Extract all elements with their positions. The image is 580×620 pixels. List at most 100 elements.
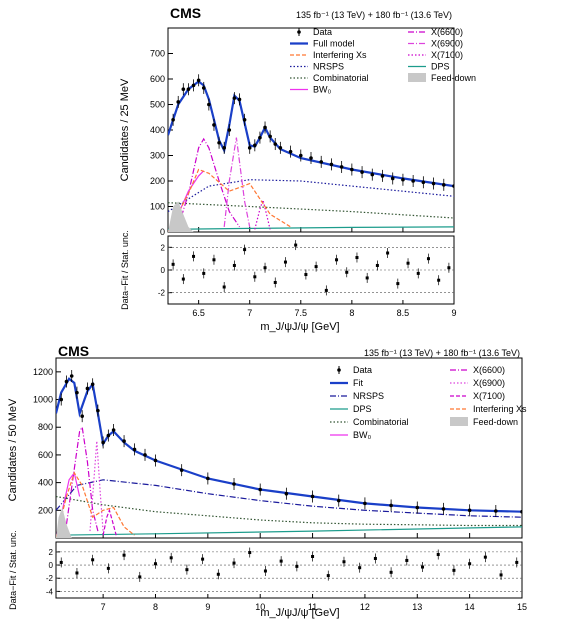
ratio-y-tick-label: 2 — [161, 243, 166, 252]
ratio-point — [263, 569, 267, 573]
ratio-y-tick-label: -4 — [46, 587, 54, 596]
data-point — [232, 96, 237, 100]
ratio-point — [122, 553, 126, 557]
ratio-point — [515, 560, 519, 564]
lumi-label: 135 fb⁻¹ (13 TeV) + 180 fb⁻¹ (13.6 TeV) — [364, 348, 520, 358]
ratio-point — [468, 562, 472, 566]
data-point — [222, 146, 226, 150]
data-point — [319, 160, 324, 164]
series-feed-down-area — [56, 507, 72, 538]
series-x-6900-line — [223, 137, 251, 228]
data-point — [75, 390, 79, 395]
ratio-point — [222, 285, 226, 289]
data-point — [90, 382, 95, 387]
legend-label-bw: BW₀ — [313, 85, 331, 95]
legend-label-combinatorial: Combinatorial — [313, 73, 369, 83]
ratio-y-tick-label: -2 — [158, 289, 166, 298]
data-points — [171, 74, 454, 193]
x-tick-label: 10 — [255, 602, 265, 612]
legend-swatch-feed-down — [408, 73, 426, 82]
data-point — [101, 440, 105, 445]
curves — [56, 377, 522, 538]
ratio-point — [405, 558, 409, 562]
legend-label-interfering-xs: Interfering Xs — [313, 50, 367, 60]
x-axis-label: m_J/ψJ/ψ [GeV] — [260, 321, 339, 333]
data-point — [232, 482, 236, 486]
series-nrsps-line — [168, 179, 454, 213]
x-tick-label: 8.5 — [397, 308, 410, 318]
data-point — [201, 86, 206, 90]
y-tick-label: 600 — [150, 74, 165, 84]
y-tick-label: 500 — [150, 100, 165, 110]
data-point — [212, 123, 216, 127]
ratio-y-axis-label: Data−Fit / Stat. unc. — [120, 230, 130, 310]
ratio-point — [253, 275, 257, 279]
data-point — [176, 100, 181, 104]
data-point — [284, 491, 289, 496]
data-point — [441, 183, 446, 187]
y-tick-label: 100 — [150, 202, 165, 212]
ratio-point — [263, 266, 267, 270]
data-point — [415, 505, 420, 510]
data-point — [258, 487, 263, 492]
ratio-point — [75, 571, 79, 575]
ratio-point — [192, 254, 196, 258]
ratio-point — [499, 573, 503, 577]
data-point — [227, 128, 232, 132]
data-point — [207, 102, 211, 107]
data-point — [401, 177, 405, 182]
x-tick-label: 8 — [349, 308, 354, 318]
data-point — [441, 507, 446, 511]
data-point — [411, 179, 415, 183]
data-point — [69, 374, 74, 378]
data-point — [494, 509, 498, 513]
data-point — [363, 501, 367, 506]
legend-swatch-data-point — [337, 368, 341, 372]
data-point — [310, 494, 315, 499]
data-point — [237, 97, 242, 102]
data-point — [298, 153, 303, 158]
experiment-label: CMS — [170, 5, 201, 21]
x-tick-label: 15 — [517, 602, 527, 612]
data-point — [309, 156, 313, 160]
legend-label-x-6900: X(6900) — [473, 378, 505, 388]
x-axis-label: m_J/ψJ/ψ [GeV] — [260, 607, 339, 619]
series-x-6900-line — [89, 441, 104, 532]
ratio-point — [91, 558, 95, 562]
ratio-point — [447, 266, 451, 270]
x-tick-label: 9 — [205, 602, 210, 612]
ratio-y-tick-label: 0 — [49, 561, 54, 570]
ratio-y-tick-label: -2 — [46, 574, 54, 583]
y-tick-label: 400 — [150, 125, 165, 135]
ratio-point — [365, 276, 369, 280]
y-tick-label: 0 — [160, 227, 165, 237]
ratio-point — [295, 564, 299, 568]
x-tick-label: 6.5 — [192, 308, 205, 318]
data-point — [329, 162, 334, 167]
ratio-point — [421, 565, 425, 569]
series-x-6600-line — [65, 425, 99, 532]
x-tick-label: 11 — [308, 602, 317, 612]
data-point — [339, 165, 344, 169]
main-frame — [55, 357, 523, 539]
data-point — [217, 140, 221, 145]
ratio-point — [216, 572, 220, 576]
data-point — [191, 83, 196, 88]
legend-label-feed-down: Feed-down — [431, 73, 476, 83]
ratio-point — [185, 568, 189, 572]
ratio-point — [314, 265, 318, 269]
series-full-model-line — [168, 80, 454, 188]
data-point — [153, 458, 158, 463]
data-point — [132, 447, 137, 452]
x-tick-label: 12 — [360, 602, 370, 612]
experiment-label: CMS — [58, 343, 89, 359]
y-tick-label: 800 — [38, 422, 53, 432]
legend-label-fit: Fit — [353, 378, 363, 388]
data-point — [242, 118, 247, 122]
ratio-point — [396, 282, 400, 286]
ratio-point — [273, 280, 277, 284]
legend: Data X(6600) Full model X(6900) Interfering … — [290, 27, 476, 95]
data-point — [253, 143, 257, 148]
data-point — [452, 184, 454, 188]
